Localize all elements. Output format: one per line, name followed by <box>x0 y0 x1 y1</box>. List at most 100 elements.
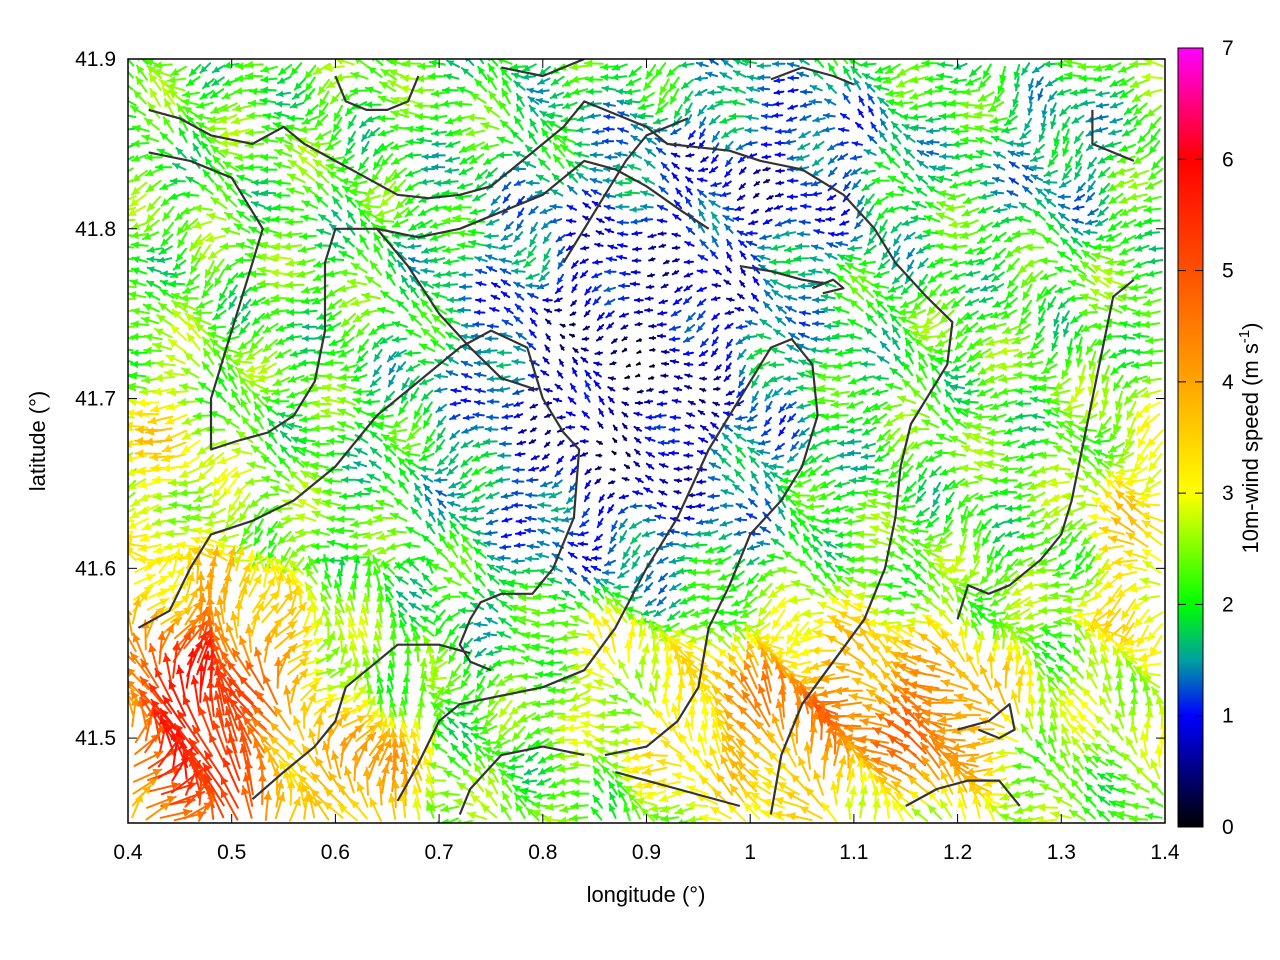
wind-vector <box>736 194 746 201</box>
wind-vector <box>238 573 251 599</box>
wind-vector <box>472 192 487 202</box>
wind-vector <box>1040 116 1048 131</box>
wind-vector <box>724 362 732 372</box>
wind-vector <box>260 189 277 197</box>
wind-vector <box>437 507 446 521</box>
wind-vector <box>786 116 798 122</box>
wind-vector <box>658 572 668 583</box>
wind-vector <box>710 211 720 224</box>
wind-vector <box>499 119 514 133</box>
wind-vector <box>382 471 395 484</box>
wind-vector <box>1046 296 1057 311</box>
wind-vector <box>746 414 758 423</box>
wind-vector <box>571 272 579 282</box>
wind-vector <box>595 722 617 732</box>
wind-vector <box>486 563 501 573</box>
wind-vector <box>146 195 161 212</box>
wind-vector <box>703 530 719 537</box>
wind-vector <box>583 392 591 403</box>
wind-vector <box>916 139 930 146</box>
wind-vector <box>839 220 850 226</box>
wind-vector <box>864 82 876 93</box>
wind-vector <box>813 228 825 235</box>
wind-vector <box>201 283 214 299</box>
wind-vector <box>499 268 512 275</box>
wind-vector <box>440 99 459 108</box>
wind-vector <box>567 551 578 559</box>
wind-vector <box>718 532 733 541</box>
wind-vector <box>1080 453 1096 468</box>
wind-vector <box>496 349 512 357</box>
wind-vector <box>303 692 316 718</box>
x-tick-label: 0.7 <box>424 841 453 864</box>
wind-vector <box>128 84 134 91</box>
wind-vector <box>811 320 825 327</box>
wind-vector <box>236 210 251 222</box>
wind-vector <box>559 323 566 329</box>
wind-vector <box>559 126 577 134</box>
wind-vector <box>330 241 345 250</box>
wind-vector <box>604 559 616 567</box>
wind-vector <box>344 194 357 208</box>
wind-vector <box>860 360 876 368</box>
colorbar-tick-label: 5 <box>1222 260 1234 283</box>
wind-vector <box>376 674 384 692</box>
wind-vector <box>608 407 615 416</box>
wind-vector <box>696 298 707 307</box>
wind-vector <box>878 219 888 234</box>
wind-vector <box>383 390 395 403</box>
wind-vector <box>1011 335 1031 345</box>
wind-vector <box>596 324 605 332</box>
wind-vector <box>965 270 981 277</box>
wind-vector <box>474 78 488 92</box>
wind-vector <box>1129 59 1150 69</box>
wind-vector <box>655 146 667 156</box>
wind-vector <box>810 336 824 343</box>
wind-vector <box>1128 204 1148 213</box>
wind-vector <box>660 161 670 172</box>
wind-vector <box>1028 425 1045 433</box>
wind-vector <box>515 219 524 231</box>
wind-vector <box>565 424 576 430</box>
wind-vector <box>146 280 161 289</box>
wind-vector <box>486 414 499 421</box>
wind-vector <box>332 196 343 210</box>
wind-vector <box>729 99 746 107</box>
wind-vector <box>1070 102 1086 110</box>
wind-vector <box>823 540 837 549</box>
wind-vector <box>202 78 215 90</box>
wind-vector <box>430 204 448 212</box>
wind-vector <box>944 491 955 506</box>
wind-vector <box>971 422 992 431</box>
wind-vector <box>790 579 811 588</box>
wind-vector <box>752 192 760 199</box>
wind-vector <box>544 344 551 353</box>
wind-vector <box>963 179 981 187</box>
wind-vector <box>757 85 771 92</box>
wind-vector <box>583 59 604 68</box>
wind-vector <box>212 309 227 321</box>
wind-vector <box>966 740 995 750</box>
wind-vector <box>437 518 446 533</box>
wind-vector <box>890 121 902 133</box>
wind-vector <box>220 227 241 235</box>
wind-vector <box>1077 62 1097 71</box>
wind-vector <box>934 84 953 92</box>
wind-vector <box>528 104 539 117</box>
wind-vector <box>750 208 759 215</box>
wind-vector <box>508 753 525 763</box>
wind-vector <box>299 701 309 729</box>
wind-vector <box>537 77 551 85</box>
wind-vector <box>656 218 668 224</box>
wind-vector <box>782 468 798 476</box>
wind-vector <box>471 586 485 599</box>
wind-vector <box>842 65 852 81</box>
wind-vector <box>661 361 670 367</box>
wind-vector <box>830 389 850 398</box>
wind-vector <box>977 91 995 102</box>
wind-vector <box>409 578 423 588</box>
wind-vector <box>500 492 514 500</box>
wind-vector <box>251 190 267 197</box>
wind-vector <box>338 250 355 260</box>
